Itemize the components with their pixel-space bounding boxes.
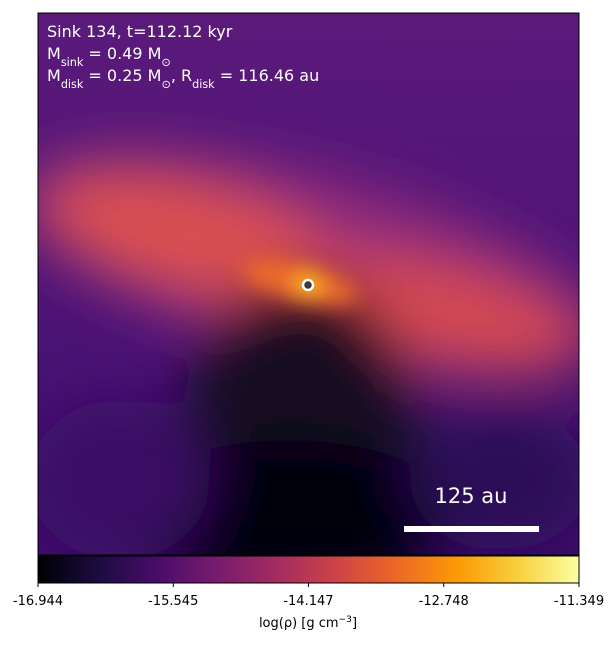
colorbar [37,555,580,584]
text-piece: ⊙ [161,78,170,91]
text-piece: ] [352,616,357,631]
text-piece: log(ρ) [g cm [259,616,339,631]
text-piece: −3 [339,615,353,625]
density-image [38,13,579,555]
annotation-line: Msink = 0.49 M⊙ [47,44,171,69]
colorbar-tick-label: -12.748 [419,594,469,609]
text-piece: ⊙ [161,56,170,69]
text-piece: = 0.25 M [83,66,161,85]
annotation-line: Mdisk = 0.25 M⊙, Rdisk = 116.46 au [47,66,319,91]
scale-bar-label: 125 au [435,484,508,508]
text-piece: disk [61,78,84,91]
text-piece: = 0.49 M [83,44,161,63]
text-piece: sink [61,56,84,69]
sink-marker [301,278,315,292]
colorbar-tick-label: -11.349 [554,594,604,609]
text-piece: = 116.46 au [215,66,320,85]
text-piece: , R [171,66,192,85]
image-frame [37,12,580,556]
text-piece: M [47,66,61,85]
text-piece: M [47,44,61,63]
colorbar-label: log(ρ) [g cm−3] [259,615,357,631]
text-piece: disk [192,78,215,91]
colorbar-tick-label: -14.147 [283,594,333,609]
colorbar-tick-label: -16.944 [13,594,63,609]
text-piece: Sink 134, t=112.12 kyr [47,22,233,41]
annotation-line: Sink 134, t=112.12 kyr [47,22,233,41]
colorbar-tick-label: -15.545 [148,594,198,609]
